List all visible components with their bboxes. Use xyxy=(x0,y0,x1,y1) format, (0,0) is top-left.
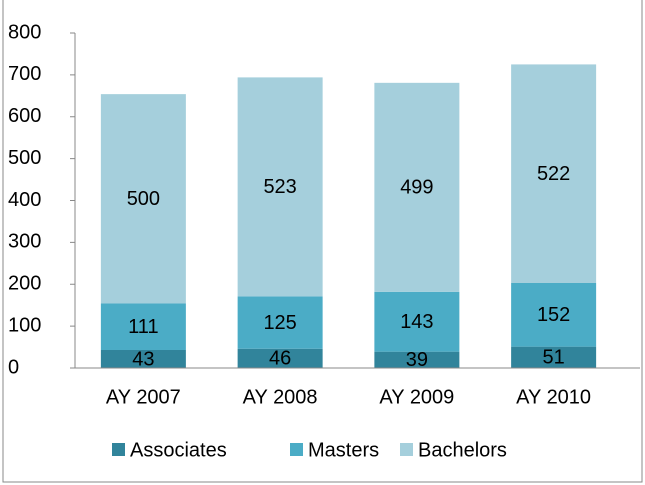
bar-segment xyxy=(511,64,597,283)
data-label: 51 xyxy=(543,347,565,369)
data-label: 143 xyxy=(400,311,433,333)
x-tick-label: AY 2008 xyxy=(243,386,318,408)
data-label: 522 xyxy=(537,163,570,185)
x-tick-label: AY 2010 xyxy=(516,386,591,408)
data-label: 523 xyxy=(263,176,296,198)
y-tick-label: 800 xyxy=(8,21,41,43)
data-label: 500 xyxy=(127,188,160,210)
data-label: 111 xyxy=(128,316,158,338)
y-tick-label: 0 xyxy=(8,356,19,378)
bar-segment xyxy=(237,296,323,349)
y-tick-label: 600 xyxy=(8,105,41,127)
y-tick-label: 500 xyxy=(8,147,41,169)
data-label: 125 xyxy=(263,312,296,334)
legend-swatch xyxy=(290,443,303,456)
y-tick-label: 300 xyxy=(8,231,41,253)
y-tick-label: 200 xyxy=(8,273,41,295)
bar-segment xyxy=(374,291,460,352)
bar-segment xyxy=(511,346,597,368)
y-tick-label: 100 xyxy=(8,314,41,336)
x-tick-label: AY 2009 xyxy=(379,386,454,408)
data-label: 39 xyxy=(406,349,428,371)
data-label: 152 xyxy=(537,304,570,326)
legend-swatch xyxy=(400,443,413,456)
bar-segment xyxy=(100,94,186,304)
data-label: 46 xyxy=(269,348,291,370)
data-label: 43 xyxy=(132,348,154,370)
data-label: 499 xyxy=(400,177,433,199)
y-tick-label: 400 xyxy=(8,189,41,211)
bar-segment xyxy=(511,282,597,347)
legend-label: Associates xyxy=(130,439,227,461)
bar-segment xyxy=(237,348,323,368)
y-tick-label: 700 xyxy=(8,63,41,85)
bar-segment xyxy=(100,303,186,350)
bar-segment xyxy=(374,351,460,368)
legend-label: Masters xyxy=(308,439,379,461)
bar-segment xyxy=(100,349,186,368)
legend-swatch xyxy=(112,443,125,456)
bar-segment xyxy=(237,77,323,297)
x-tick-label: AY 2007 xyxy=(106,386,181,408)
legend-label: Bachelors xyxy=(418,439,507,461)
bar-segment xyxy=(374,82,460,292)
